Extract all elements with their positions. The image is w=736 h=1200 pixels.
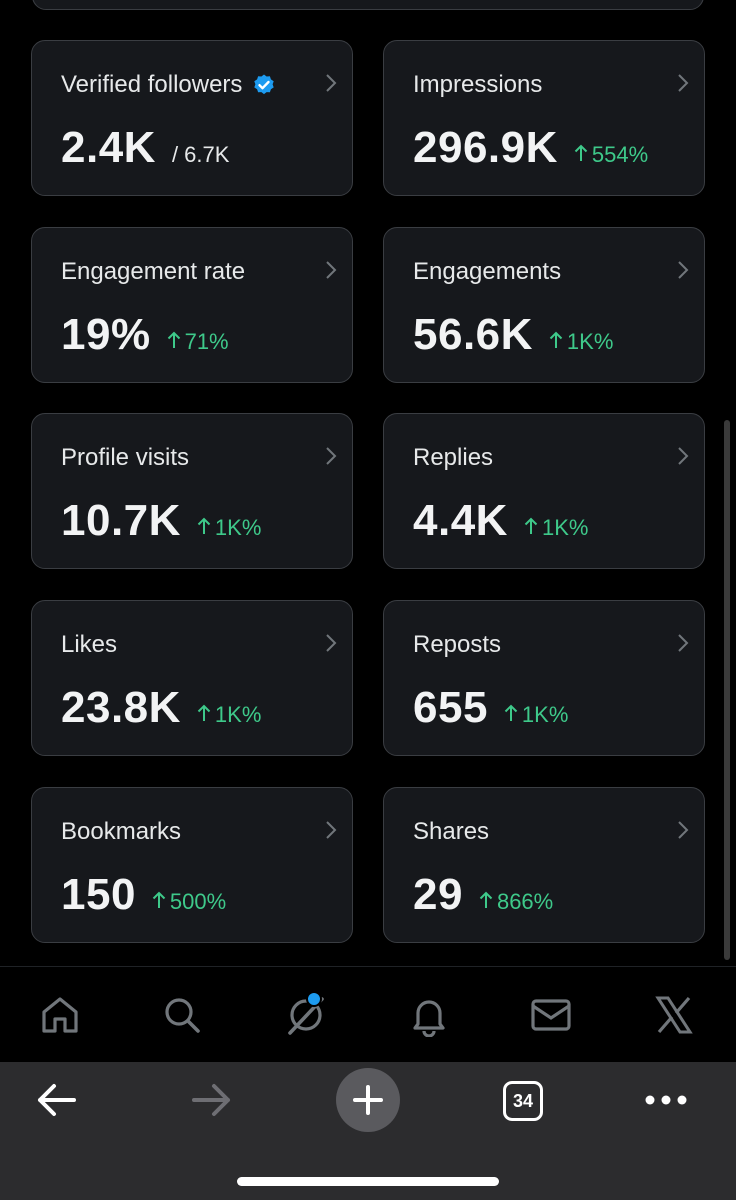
stat-card-engagements[interactable]: Engagements 56.6K 1K% bbox=[383, 227, 705, 383]
card-value: 10.7K bbox=[61, 496, 181, 545]
stat-card-verified-followers[interactable]: Verified followers 2.4K / 6.7K bbox=[31, 40, 353, 196]
card-change: 1K% bbox=[504, 702, 568, 728]
change-value: 500% bbox=[169, 889, 227, 914]
stat-card-engagement-rate[interactable]: Engagement rate 19% 71% bbox=[31, 227, 353, 383]
card-change: 71% bbox=[167, 329, 229, 355]
card-label: Shares bbox=[413, 818, 490, 845]
back-arrow-icon bbox=[38, 1084, 76, 1116]
change-value: 554% bbox=[591, 142, 649, 167]
card-change: 866% bbox=[479, 889, 553, 915]
arrow-up-icon bbox=[197, 704, 211, 721]
arrow-up-icon bbox=[549, 331, 563, 348]
card-change: 554% bbox=[574, 142, 648, 168]
card-value: 23.8K bbox=[61, 683, 181, 732]
card-change: 1K% bbox=[197, 515, 261, 541]
chevron-right-icon bbox=[678, 447, 689, 465]
previous-card-edge bbox=[32, 0, 704, 10]
arrow-up-icon bbox=[504, 704, 518, 721]
card-value: 4.4K bbox=[413, 496, 508, 545]
change-value: 1K% bbox=[214, 515, 262, 540]
tab-count: 34 bbox=[512, 1090, 534, 1111]
card-change: 1K% bbox=[549, 329, 613, 355]
change-value: 1K% bbox=[541, 515, 589, 540]
chevron-right-icon bbox=[678, 821, 689, 839]
chevron-right-icon bbox=[326, 261, 337, 279]
stat-card-bookmarks[interactable]: Bookmarks 150 500% bbox=[31, 787, 353, 943]
chevron-right-icon bbox=[326, 447, 337, 465]
card-label: Profile visits bbox=[61, 444, 190, 471]
home-indicator[interactable] bbox=[237, 1177, 499, 1186]
card-value: 296.9K bbox=[413, 123, 558, 172]
chevron-right-icon bbox=[326, 634, 337, 652]
tabs-button[interactable]: 34 bbox=[502, 1080, 544, 1122]
card-label: Bookmarks bbox=[61, 818, 182, 845]
arrow-up-icon bbox=[574, 144, 588, 161]
card-label: Verified followers bbox=[61, 71, 243, 98]
nav-home[interactable] bbox=[36, 991, 84, 1039]
stat-card-likes[interactable]: Likes 23.8K 1K% bbox=[31, 600, 353, 756]
nav-search[interactable] bbox=[158, 991, 206, 1039]
change-value: 1K% bbox=[566, 329, 614, 354]
stat-card-impressions[interactable]: Impressions 296.9K 554% bbox=[383, 40, 705, 196]
card-value: 56.6K bbox=[413, 310, 533, 359]
stat-card-shares[interactable]: Shares 29 866% bbox=[383, 787, 705, 943]
x-logo-icon bbox=[655, 996, 693, 1034]
back-button[interactable] bbox=[30, 1076, 82, 1124]
verified-badge-icon bbox=[254, 74, 275, 95]
arrow-up-icon bbox=[479, 891, 493, 908]
search-icon bbox=[165, 998, 200, 1033]
more-icon bbox=[645, 1095, 687, 1105]
notifications-icon bbox=[413, 1000, 445, 1037]
nav-notifications[interactable] bbox=[405, 991, 453, 1039]
change-value: 1K% bbox=[521, 702, 569, 727]
forward-arrow-icon bbox=[192, 1084, 230, 1116]
card-value: 19% bbox=[61, 310, 151, 359]
card-change: 1K% bbox=[197, 702, 261, 728]
card-label: Impressions bbox=[413, 71, 543, 98]
arrow-up-icon bbox=[152, 891, 166, 908]
card-label: Replies bbox=[413, 444, 494, 471]
arrow-up-icon bbox=[167, 331, 180, 348]
browser-toolbar: 34 bbox=[0, 1062, 736, 1200]
chevron-right-icon bbox=[678, 74, 689, 92]
stat-card-profile-visits[interactable]: Profile visits 10.7K 1K% bbox=[31, 413, 353, 569]
new-tab-plus-icon bbox=[353, 1085, 383, 1115]
card-label: Engagements bbox=[413, 258, 562, 285]
nav-x[interactable] bbox=[650, 991, 698, 1039]
change-value: 866% bbox=[496, 889, 554, 914]
bottom-nav bbox=[0, 966, 736, 1063]
notification-dot bbox=[306, 991, 322, 1007]
tabs-icon: 34 bbox=[503, 1081, 543, 1121]
card-value: 2.4K bbox=[61, 123, 156, 172]
more-button[interactable] bbox=[642, 1080, 690, 1120]
arrow-up-icon bbox=[197, 517, 211, 534]
new-tab-button[interactable] bbox=[336, 1068, 400, 1132]
card-label: Engagement rate bbox=[61, 258, 246, 285]
stat-card-replies[interactable]: Replies 4.4K 1K% bbox=[383, 413, 705, 569]
forward-button[interactable] bbox=[186, 1076, 238, 1124]
nav-grok[interactable] bbox=[282, 991, 330, 1039]
card-change: 1K% bbox=[524, 515, 588, 541]
card-label: Likes bbox=[61, 631, 118, 658]
change-value: 1K% bbox=[214, 702, 262, 727]
card-total: / 6.7K bbox=[171, 142, 230, 167]
chevron-right-icon bbox=[326, 821, 337, 839]
chevron-right-icon bbox=[326, 74, 337, 92]
home-icon bbox=[42, 997, 78, 1033]
card-change: 500% bbox=[152, 889, 226, 915]
stat-card-reposts[interactable]: Reposts 655 1K% bbox=[383, 600, 705, 756]
card-value: 29 bbox=[413, 870, 463, 919]
scrollbar[interactable] bbox=[724, 420, 730, 960]
nav-messages[interactable] bbox=[527, 991, 575, 1039]
card-value: 150 bbox=[61, 870, 136, 919]
chevron-right-icon bbox=[678, 634, 689, 652]
chevron-right-icon bbox=[678, 261, 689, 279]
arrow-up-icon bbox=[524, 517, 538, 534]
card-value: 655 bbox=[413, 683, 488, 732]
change-value: 71% bbox=[184, 329, 229, 354]
card-label: Reposts bbox=[413, 631, 502, 658]
messages-icon bbox=[531, 999, 571, 1031]
